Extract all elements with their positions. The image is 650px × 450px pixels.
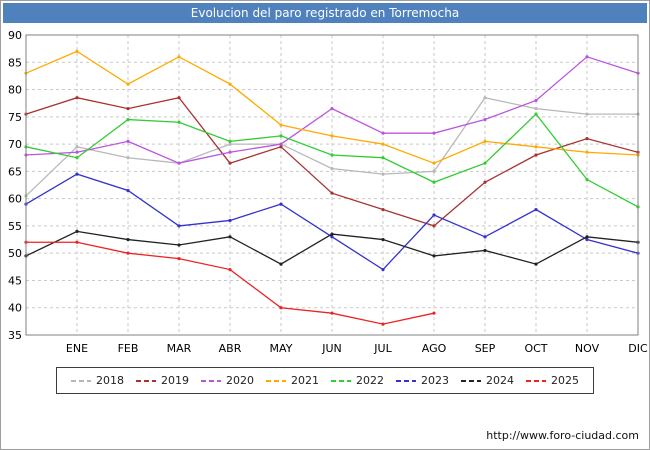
y-axis-labels: 35 40 45 50 55 60 65 70 75 80 85 90 (8, 29, 22, 342)
svg-text:85: 85 (8, 56, 22, 69)
x-axis-labels: ENE FEB MAR ABR MAY JUN JUL AGO SEP OCT NOV DIC (66, 342, 648, 355)
svg-text:70: 70 (8, 138, 22, 151)
legend-item-2020: 2020 (201, 374, 254, 387)
svg-text:AGO: AGO (422, 342, 447, 355)
legend-item-2019: 2019 (136, 374, 189, 387)
series-2024 (24, 229, 640, 266)
series-2020 (24, 55, 640, 165)
series-2019 (24, 96, 640, 228)
svg-text:NOV: NOV (575, 342, 600, 355)
line-chart: 35 40 45 50 55 60 65 70 75 80 85 90 ENE FEB MAR ABR MAY J… (8, 29, 648, 355)
gridlines (26, 35, 639, 335)
series-2025 (24, 240, 436, 326)
svg-text:MAR: MAR (167, 342, 192, 355)
series-2023 (24, 172, 640, 272)
svg-text:ENE: ENE (66, 342, 88, 355)
svg-text:55: 55 (8, 220, 22, 233)
footer-url[interactable]: http://www.foro-ciudad.com (486, 429, 639, 442)
legend-swatch-2023 (396, 379, 416, 382)
legend-swatch-2021 (266, 379, 286, 382)
legend-swatch-2020 (201, 379, 221, 382)
legend-label: 2025 (551, 374, 579, 387)
legend-item-2022: 2022 (331, 374, 384, 387)
svg-text:45: 45 (8, 274, 22, 287)
svg-text:DIC: DIC (628, 342, 648, 355)
svg-text:OCT: OCT (524, 342, 547, 355)
chart-title: Evolucion del paro registrado en Torremo… (190, 6, 460, 20)
svg-text:SEP: SEP (475, 342, 496, 355)
legend-item-2018: 2018 (71, 374, 124, 387)
legend-item-2025: 2025 (526, 374, 579, 387)
svg-text:35: 35 (8, 329, 22, 342)
plot-border (25, 34, 639, 336)
svg-text:60: 60 (8, 193, 22, 206)
svg-text:50: 50 (8, 247, 22, 260)
legend-label: 2024 (486, 374, 514, 387)
legend-label: 2023 (421, 374, 449, 387)
legend-swatch-2025 (526, 379, 546, 382)
series-2022 (24, 112, 640, 209)
svg-text:ABR: ABR (219, 342, 242, 355)
svg-text:80: 80 (8, 84, 22, 97)
legend-label: 2020 (226, 374, 254, 387)
legend-item-2021: 2021 (266, 374, 319, 387)
svg-text:JUN: JUN (321, 342, 342, 355)
legend-item-2023: 2023 (396, 374, 449, 387)
legend-swatch-2018 (71, 379, 91, 382)
legend-label: 2022 (356, 374, 384, 387)
svg-text:FEB: FEB (118, 342, 139, 355)
svg-text:90: 90 (8, 29, 22, 42)
legend-swatch-2019 (136, 379, 156, 382)
legend-label: 2021 (291, 374, 319, 387)
legend-label: 2019 (161, 374, 189, 387)
legend-label: 2018 (96, 374, 124, 387)
series-2018 (24, 96, 640, 198)
svg-text:JUL: JUL (373, 342, 392, 355)
svg-text:MAY: MAY (270, 342, 293, 355)
svg-text:40: 40 (8, 302, 22, 315)
legend-item-2024: 2024 (461, 374, 514, 387)
legend-swatch-2024 (461, 379, 481, 382)
chart-legend: 2018 2019 2020 2021 2022 2023 2024 2025 (56, 367, 594, 394)
svg-text:65: 65 (8, 165, 22, 178)
series-2021 (24, 49, 640, 165)
chart-title-bar: Evolucion del paro registrado en Torremo… (3, 3, 647, 23)
legend-swatch-2022 (331, 379, 351, 382)
svg-text:75: 75 (8, 111, 22, 124)
